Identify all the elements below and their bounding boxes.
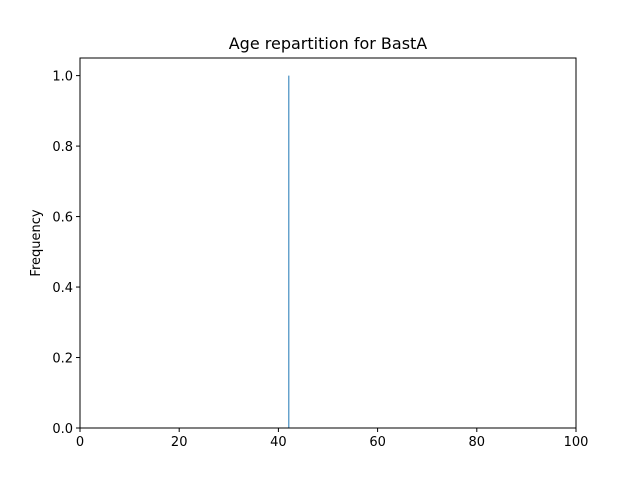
x-tick-label-0: 0	[76, 435, 84, 450]
x-tick-label-5: 100	[564, 435, 589, 450]
y-tick-label-4: 0.8	[52, 140, 73, 155]
y-tick-label-3: 0.6	[52, 211, 73, 226]
x-tick-label-1: 20	[171, 435, 188, 450]
x-tick-label-3: 60	[369, 435, 386, 450]
y-tick-label-5: 1.0	[52, 70, 73, 85]
x-tick-label-4: 80	[469, 435, 486, 450]
plot-frame	[79, 57, 577, 429]
y-tick-label-1: 0.2	[52, 352, 73, 367]
bars-layer	[288, 75, 290, 429]
y-tick-label-2: 0.4	[52, 281, 73, 296]
histogram-bar-0	[288, 75, 290, 429]
y-axis-label: Frequency	[29, 209, 44, 276]
x-tick-label-2: 40	[270, 435, 287, 450]
y-tick-label-0: 0.0	[52, 422, 73, 437]
chart-title: Age repartition for BastA	[229, 34, 428, 53]
ticks-layer: 0 20 40 60 80 100 0.0 0.2 0.4 0.6 0.8 1.0	[52, 70, 588, 450]
